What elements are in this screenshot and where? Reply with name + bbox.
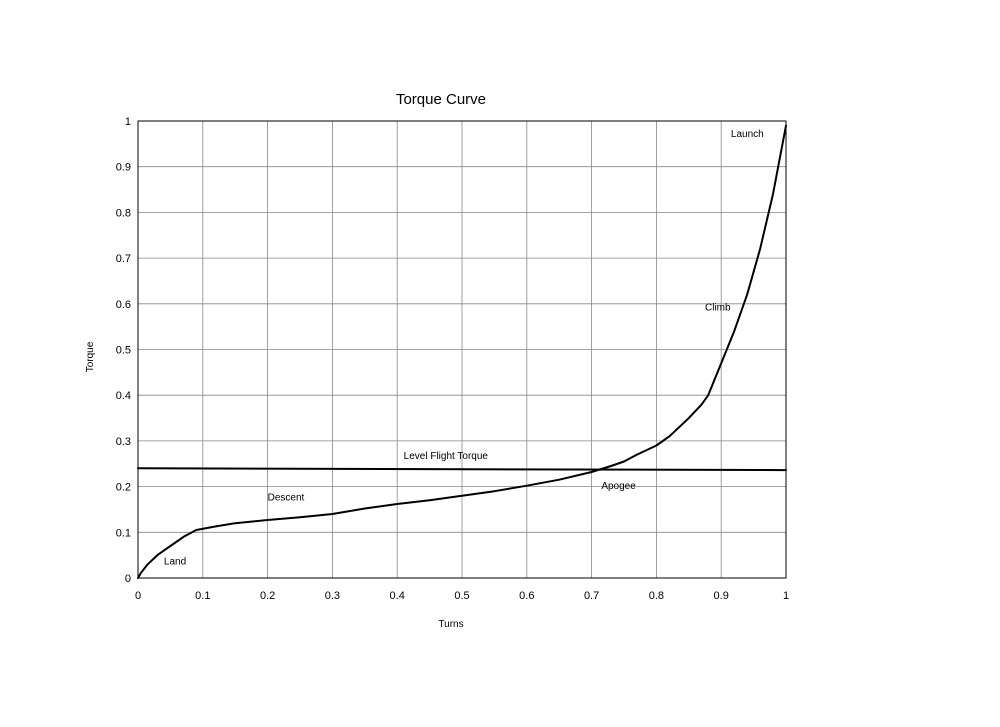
- annotation-descent: Descent: [268, 492, 305, 503]
- x-tick-label: 0: [135, 590, 141, 602]
- x-tick-label: 0.8: [649, 590, 664, 602]
- series-layer: [137, 124, 787, 579]
- x-tick-label: 0.3: [325, 590, 340, 602]
- y-tick-label: 0.5: [116, 345, 131, 357]
- x-tick-label: 0.2: [260, 590, 275, 602]
- y-tick-label: 0.7: [116, 253, 131, 265]
- y-tick-label: 0.9: [116, 162, 131, 174]
- x-tick-label: 0.9: [714, 590, 729, 602]
- level-flight-torque-line: [137, 467, 787, 472]
- y-tick-label: 0.6: [116, 299, 131, 311]
- annotations: Land Descent Level Flight Torque Apogee Clim…: [164, 129, 764, 567]
- y-tick-labels: 0 0.1 0.2 0.3 0.4 0.5 0.6 0.7 0.8 0.9 1: [116, 116, 131, 585]
- annotation-apogee: Apogee: [601, 481, 636, 492]
- y-tick-label: 1: [125, 116, 131, 128]
- y-tick-label: 0.8: [116, 207, 131, 219]
- y-tick-label: 0.1: [116, 527, 131, 539]
- x-tick-label: 1: [783, 590, 789, 602]
- y-tick-label: 0.4: [116, 390, 131, 402]
- annotation-level-flight-torque: Level Flight Torque: [404, 451, 489, 462]
- y-tick-label: 0.3: [116, 436, 131, 448]
- x-tick-label: 0.7: [584, 590, 599, 602]
- x-tick-label: 0.5: [454, 590, 469, 602]
- y-tick-label: 0.2: [116, 482, 131, 494]
- y-axis-title: Torque: [85, 341, 96, 372]
- x-tick-label: 0.4: [390, 590, 405, 602]
- x-tick-label: 0.1: [195, 590, 210, 602]
- y-tick-label: 0: [125, 573, 131, 585]
- x-tick-labels: 0 0.1 0.2 0.3 0.4 0.5 0.6 0.7 0.8 0.9 1: [135, 590, 789, 602]
- x-tick-label: 0.6: [519, 590, 534, 602]
- annotation-climb: Climb: [705, 303, 731, 314]
- chart-title: Torque Curve: [396, 91, 486, 108]
- torque-curve-line: [137, 124, 787, 579]
- plot-frame: [137, 120, 787, 579]
- x-axis-title: Turns: [438, 619, 463, 630]
- annotation-launch: Launch: [731, 129, 764, 140]
- annotation-land: Land: [164, 556, 186, 567]
